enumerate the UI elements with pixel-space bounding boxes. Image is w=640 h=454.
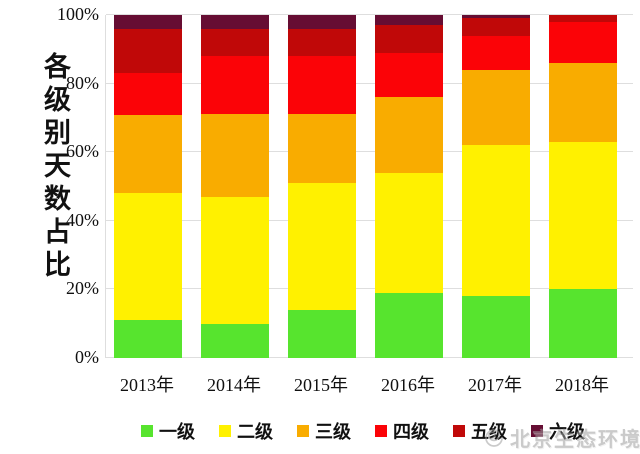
bar-segment-一级	[201, 323, 269, 358]
legend-label: 三级	[315, 422, 351, 442]
legend-swatch	[297, 425, 309, 437]
bar-2018年	[549, 15, 617, 358]
x-axis-label: 2018年	[555, 375, 609, 395]
legend-swatch	[219, 425, 231, 437]
x-axis-label: 2015年	[294, 375, 348, 395]
bar-2017年	[462, 15, 530, 358]
bar-segment-一级	[288, 309, 356, 358]
bar-segment-六级	[375, 15, 443, 26]
bar-segment-四级	[462, 35, 530, 70]
bar-segment-四级	[201, 56, 269, 115]
gridline	[106, 357, 633, 358]
plot-area	[105, 14, 633, 358]
bar-segment-三级	[288, 114, 356, 184]
legend-swatch	[531, 425, 543, 437]
legend-item-六级: 六级	[531, 418, 585, 444]
bar-segment-一级	[375, 292, 443, 358]
gridline	[106, 82, 633, 84]
legend-label: 六级	[549, 422, 585, 442]
bar-segment-三级	[462, 69, 530, 146]
legend-item-四级: 四级	[375, 418, 429, 444]
legend-swatch	[375, 425, 387, 437]
y-tick-label: 80%	[66, 72, 99, 93]
bar-segment-四级	[114, 73, 182, 115]
bar-2013年	[114, 15, 182, 358]
legend-label: 五级	[471, 422, 507, 442]
bar-segment-四级	[549, 21, 617, 64]
y-tick-label: 40%	[66, 209, 99, 230]
bar-segment-一级	[549, 289, 617, 358]
bar-segment-六级	[462, 15, 530, 19]
bar-segment-六级	[201, 15, 269, 29]
bar-segment-二级	[201, 196, 269, 324]
bar-segment-五级	[114, 28, 182, 74]
gridline	[106, 14, 633, 15]
gridline	[106, 288, 633, 290]
legend-label: 一级	[159, 422, 195, 442]
legend-item-五级: 五级	[453, 418, 507, 444]
bar-segment-六级	[114, 15, 182, 29]
x-axis-label: 2013年	[120, 375, 174, 395]
legend-item-三级: 三级	[297, 418, 351, 444]
y-tick-label: 0%	[75, 347, 99, 367]
y-tick-label: 60%	[66, 141, 99, 162]
bar-segment-二级	[114, 193, 182, 321]
bar-segment-五级	[462, 18, 530, 36]
bar-segment-二级	[288, 183, 356, 310]
gridline	[106, 151, 633, 153]
bar-2015年	[288, 15, 356, 358]
bar-segment-四级	[288, 56, 356, 115]
x-axis-label: 2014年	[207, 375, 261, 395]
x-axis-label: 2017年	[468, 375, 522, 395]
bar-segment-五级	[201, 28, 269, 57]
legend-label: 四级	[393, 422, 429, 442]
bar-segment-五级	[288, 28, 356, 57]
bar-segment-三级	[201, 114, 269, 197]
legend: 一级 二级 三级 四级 五级 六级	[141, 418, 585, 444]
legend-item-二级: 二级	[219, 418, 273, 444]
bar-2014年	[201, 15, 269, 358]
x-axis-label: 2016年	[381, 375, 435, 395]
y-tick-label: 100%	[57, 4, 99, 24]
y-axis-title: 各级别天数占比	[40, 52, 70, 283]
bar-segment-一级	[462, 296, 530, 358]
bar-segment-六级	[288, 15, 356, 29]
bar-segment-二级	[549, 141, 617, 290]
bar-segment-三级	[549, 63, 617, 142]
bar-segment-五级	[375, 25, 443, 53]
bar-segment-一级	[114, 320, 182, 358]
legend-item-一级: 一级	[141, 418, 195, 444]
legend-swatch	[141, 425, 153, 437]
bar-segment-三级	[114, 114, 182, 194]
bar-segment-五级	[549, 15, 617, 22]
bar-2016年	[375, 15, 443, 358]
bar-segment-四级	[375, 52, 443, 98]
bar-segment-二级	[462, 145, 530, 297]
bar-segment-二级	[375, 172, 443, 293]
legend-swatch	[453, 425, 465, 437]
y-tick-label: 20%	[66, 278, 99, 299]
legend-label: 二级	[237, 422, 273, 442]
bar-segment-三级	[375, 97, 443, 173]
gridline	[106, 219, 633, 221]
